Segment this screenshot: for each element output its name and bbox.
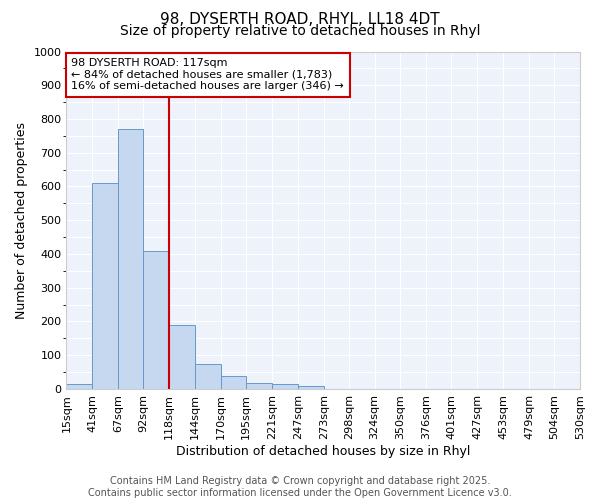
Text: 98 DYSERTH ROAD: 117sqm
← 84% of detached houses are smaller (1,783)
16% of semi: 98 DYSERTH ROAD: 117sqm ← 84% of detache… — [71, 58, 344, 92]
X-axis label: Distribution of detached houses by size in Rhyl: Distribution of detached houses by size … — [176, 444, 470, 458]
Bar — [195, 364, 221, 389]
Bar — [298, 386, 324, 389]
Bar — [67, 384, 92, 389]
Bar — [272, 384, 298, 389]
Bar — [118, 129, 143, 389]
Text: Contains HM Land Registry data © Crown copyright and database right 2025.
Contai: Contains HM Land Registry data © Crown c… — [88, 476, 512, 498]
Bar — [246, 383, 272, 389]
Bar — [169, 325, 195, 389]
Y-axis label: Number of detached properties: Number of detached properties — [15, 122, 28, 318]
Text: 98, DYSERTH ROAD, RHYL, LL18 4DT: 98, DYSERTH ROAD, RHYL, LL18 4DT — [160, 12, 440, 28]
Bar — [221, 376, 246, 389]
Bar — [143, 250, 169, 389]
Bar — [92, 183, 118, 389]
Text: Size of property relative to detached houses in Rhyl: Size of property relative to detached ho… — [120, 24, 480, 38]
